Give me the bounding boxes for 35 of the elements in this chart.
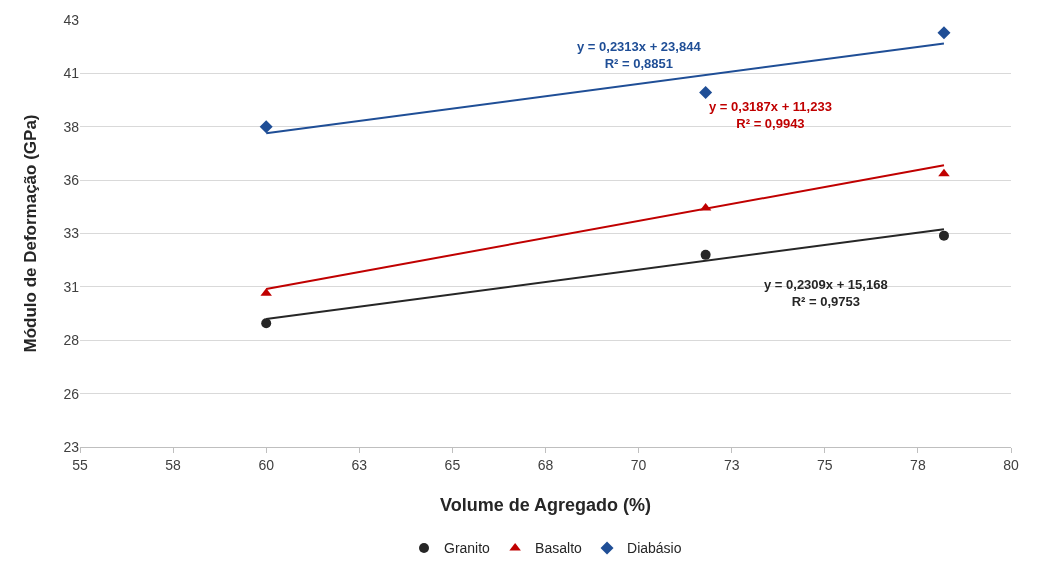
x-axis-title: Volume de Agregado (%) [439, 495, 652, 515]
x-tick-label: 75 [817, 456, 833, 473]
y-tick-label: 38 [63, 118, 80, 135]
x-tick-label: 70 [630, 456, 647, 473]
y-tick-label: 36 [63, 172, 80, 189]
y-tick-label: 43 [63, 11, 80, 28]
point [259, 120, 273, 134]
x-tick-label: 58 [165, 456, 182, 473]
legend-label: Granito [444, 540, 491, 557]
point [700, 249, 711, 260]
x-tick-label: 78 [910, 456, 926, 473]
legend-label: Basalto [535, 540, 583, 557]
x-tick-label: 68 [537, 456, 554, 473]
point [938, 168, 950, 177]
x-tick-label: 65 [444, 456, 461, 473]
x-tick-label: 55 [72, 456, 88, 473]
point [938, 230, 949, 241]
annotation: y = 0,2309x + 15,168 R² = 0,9753 [764, 277, 888, 309]
x-tick-label: 80 [1003, 456, 1019, 473]
y-tick-label: 26 [63, 385, 80, 402]
y-tick-label: 33 [63, 225, 80, 242]
y-axis-title: Módulo de Deformação (GPa) [21, 114, 40, 353]
point [261, 318, 272, 329]
legend-label: Diabásio [627, 540, 682, 557]
x-tick-label: 60 [258, 456, 275, 473]
annotation: y = 0,3187x + 11,233 R² = 0,9943 [709, 99, 832, 131]
x-tick-label: 73 [723, 456, 740, 473]
y-tick-label: 41 [63, 65, 80, 82]
point [937, 26, 951, 40]
point [699, 86, 713, 100]
annotation: y = 0,2313x + 23,844 R² = 0,8851 [577, 39, 702, 71]
x-tick-label: 63 [351, 456, 368, 473]
y-tick-label: 23 [63, 438, 80, 455]
y-tick-label: 31 [63, 278, 80, 295]
y-tick-label: 28 [63, 332, 80, 349]
